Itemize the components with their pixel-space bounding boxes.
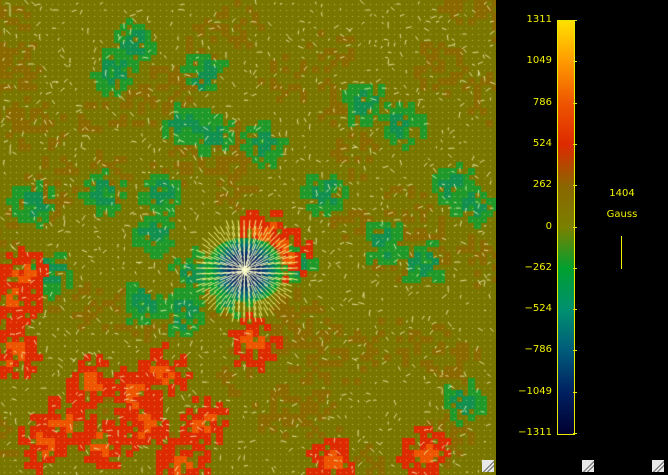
resize-icon[interactable]: [482, 460, 494, 472]
colorbar-tick-label: −1311: [518, 427, 552, 438]
colorbar-tick-label: −524: [524, 303, 552, 315]
colorbar-tick-label: 262: [532, 179, 552, 191]
colorbar-tick-mark: [573, 350, 577, 352]
colorbar-tick-mark: [573, 391, 577, 393]
colorbar-tick-mark: [573, 20, 577, 21]
colorbar-tick-mark: [573, 143, 577, 145]
colorbar-tick-label: 524: [532, 137, 552, 149]
colorbar-tick-mark: [573, 226, 577, 228]
colorbar-tick-label: 1049: [526, 55, 552, 67]
vector-scale-unit: Gauss: [606, 209, 638, 220]
colorbar-tick-mark: [573, 267, 577, 269]
colorbar-tick-mark: [573, 102, 577, 104]
colorbar-gradient: [557, 20, 575, 435]
resize-icon[interactable]: [652, 460, 664, 472]
colorbar-tick-mark: [573, 185, 577, 187]
colorbar-tick-mark: [573, 433, 577, 434]
colorbar-tick-mark: [573, 309, 577, 311]
colorbar-tick-label: −1049: [518, 385, 552, 397]
vector-scale-value: 1404: [609, 188, 635, 199]
colorbar-tick-label: −262: [524, 261, 552, 273]
resize-icon[interactable]: [582, 460, 594, 472]
magnetogram-vector-field: [0, 0, 496, 475]
colorbar-tick-label: −786: [524, 344, 552, 356]
colorbar-tick-label: 0: [545, 220, 552, 232]
colorbar-panel: 1311 1049 786 524 262 0 −262 −524 −786 −1049 −1311…: [496, 0, 668, 475]
colorbar-tick-label: 786: [532, 96, 552, 108]
colorbar-tick-mark: [573, 61, 577, 63]
colorbar-tick-label: 1311: [526, 14, 552, 25]
vector-scale-arrow: [621, 236, 622, 269]
